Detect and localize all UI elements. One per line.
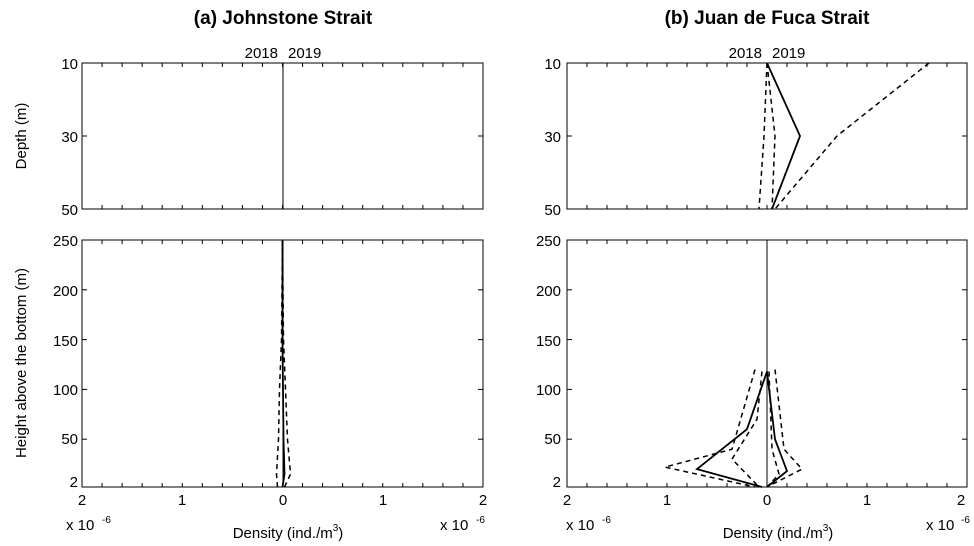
panel-a-xtick-m2: 2 [78, 492, 86, 509]
panel-b-top-ytick-10: 10 [544, 56, 561, 73]
panel-b: (b) Juan de Fuca Strait 2018 2019 10 30 … [536, 8, 970, 542]
panel-b-xtick-0: 0 [763, 492, 771, 509]
svg-text:-6: -6 [602, 515, 611, 526]
panel-b-xtick-p2: 2 [957, 492, 965, 509]
panel-b-year-left: 2018 [729, 45, 762, 62]
panel-b-bottom-ytick-2: 2 [553, 474, 561, 491]
panel-b-bottom-lines [664, 369, 804, 488]
panel-b-xtick-p1: 1 [863, 492, 871, 509]
series-line-solid-0 [695, 371, 768, 488]
panel-a-title: (a) Johnstone Strait [194, 8, 373, 29]
panel-b-bottom-ytick-200: 200 [536, 283, 561, 300]
panel-a-xtick-p2: 2 [479, 492, 487, 509]
panel-a-bottom-ytick-250: 250 [53, 233, 78, 250]
panel-a-top-ticks [81, 62, 484, 210]
panel-b-xtick-m1: 1 [663, 492, 671, 509]
svg-text:x 10: x 10 [566, 517, 594, 534]
panel-b-bottom-ytick-100: 100 [536, 382, 561, 399]
panel-a-top-ytick-50: 50 [61, 202, 78, 219]
panel-b-bottom-ytick-250: 250 [536, 233, 561, 250]
panel-a-year-left: 2018 [245, 45, 278, 62]
panel-a-bottom-ytick-50: 50 [61, 431, 78, 448]
panel-b-top-ytick-50: 50 [544, 202, 561, 219]
panel-a-x-multiplier-left: x 10 -6 [66, 515, 111, 534]
series-line-dashed-5 [766, 371, 780, 488]
panel-b-year-right: 2019 [772, 45, 805, 62]
panel-b-bottom-ytick-150: 150 [536, 333, 561, 350]
series-line-dashed-2 [281, 239, 292, 488]
series-line-dashed-1 [664, 369, 756, 488]
panel-b-xlabel: Density (ind./m3) [723, 523, 834, 542]
panel-a-bottom-ytick-100: 100 [53, 382, 78, 399]
panel-b-x-multiplier-left: x 10 -6 [566, 515, 611, 534]
panel-a-xtick-p1: 1 [379, 492, 387, 509]
series-line-dashed-3 [758, 62, 768, 210]
svg-text:-6: -6 [476, 515, 485, 526]
series-line-dashed-2 [766, 62, 776, 210]
svg-text:-6: -6 [102, 515, 111, 526]
panel-b-top-ytick-30: 30 [544, 129, 561, 146]
panel-a: (a) Johnstone Strait 2018 2019 10 30 50 … [13, 8, 487, 542]
panel-b-bottom-ytick-50: 50 [544, 431, 561, 448]
panel-b-top-lines [758, 62, 930, 210]
series-line-dashed-1 [275, 239, 284, 488]
panel-a-bottom-ytick-200: 200 [53, 283, 78, 300]
panel-a-bottom-ylabel: Height above the bottom (m) [13, 268, 30, 458]
panel-a-top-ytick-30: 30 [61, 129, 78, 146]
svg-text:-6: -6 [961, 515, 970, 526]
svg-text:x 10: x 10 [926, 517, 954, 534]
panel-b-title: (b) Juan de Fuca Strait [665, 8, 870, 29]
panel-a-x-multiplier-right: x 10 -6 [440, 515, 485, 534]
panel-b-xtick-m2: 2 [563, 492, 571, 509]
panel-a-top-ytick-10: 10 [61, 56, 78, 73]
panel-b-top-ticks [566, 62, 968, 210]
panel-b-x-multiplier-right: x 10 -6 [926, 515, 970, 534]
panel-a-xlabel: Density (ind./m3) [233, 523, 344, 542]
svg-text:x 10: x 10 [66, 517, 94, 534]
series-line-dashed-4 [766, 369, 804, 488]
panel-a-year-right: 2019 [288, 45, 321, 62]
svg-text:x 10: x 10 [440, 517, 468, 534]
panel-b-top-axes-frame [566, 62, 968, 210]
panel-a-xtick-0: 0 [279, 492, 287, 509]
panel-a-bottom-lines [275, 239, 292, 488]
series-line-solid-0 [766, 62, 801, 210]
panel-a-top-ylabel: Depth (m) [13, 103, 30, 170]
panel-a-bottom-ytick-150: 150 [53, 333, 78, 350]
panel-a-xtick-m1: 1 [178, 492, 186, 509]
series-line-solid-3 [766, 371, 789, 488]
panel-a-bottom-ytick-2: 2 [70, 474, 78, 491]
series-line-solid-0 [281, 240, 286, 488]
series-line-dashed-1 [774, 62, 930, 210]
